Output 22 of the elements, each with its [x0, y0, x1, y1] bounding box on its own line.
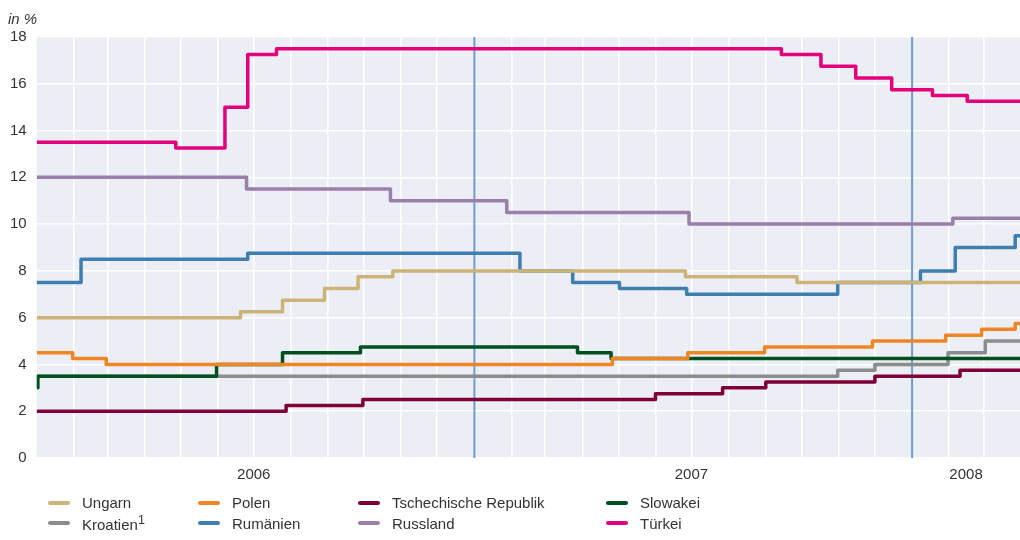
y-tick-label: 14	[10, 120, 27, 138]
legend-label: Rumänien	[232, 514, 301, 532]
y-tick-label: 2	[18, 401, 27, 419]
legend-label: Tschechische Republik	[392, 494, 545, 511]
legend-label: Russland	[392, 514, 455, 532]
x-tick-label: 2006	[237, 465, 271, 483]
x-tick-label: 2008	[949, 465, 983, 483]
y-tick-label: 8	[18, 261, 27, 279]
legend-label: Ungarn	[82, 494, 132, 511]
legend-label: Kroatien$^{1}$	[82, 513, 145, 533]
y-axis-title: in %	[8, 10, 38, 27]
y-tick-label: 6	[18, 307, 27, 325]
y-tick-label: 0	[18, 448, 27, 466]
y-tick-label: 12	[10, 167, 27, 185]
y-tick-label: 4	[18, 354, 27, 372]
legend-label: Slowakei	[640, 494, 701, 511]
y-tick-label: 18	[10, 27, 27, 45]
y-tick-label: 16	[10, 73, 27, 91]
legend-label: Polen	[232, 494, 271, 511]
legend-label: Türkei	[640, 514, 682, 532]
y-tick-label: 10	[10, 214, 27, 232]
x-tick-label: 2007	[674, 465, 709, 483]
